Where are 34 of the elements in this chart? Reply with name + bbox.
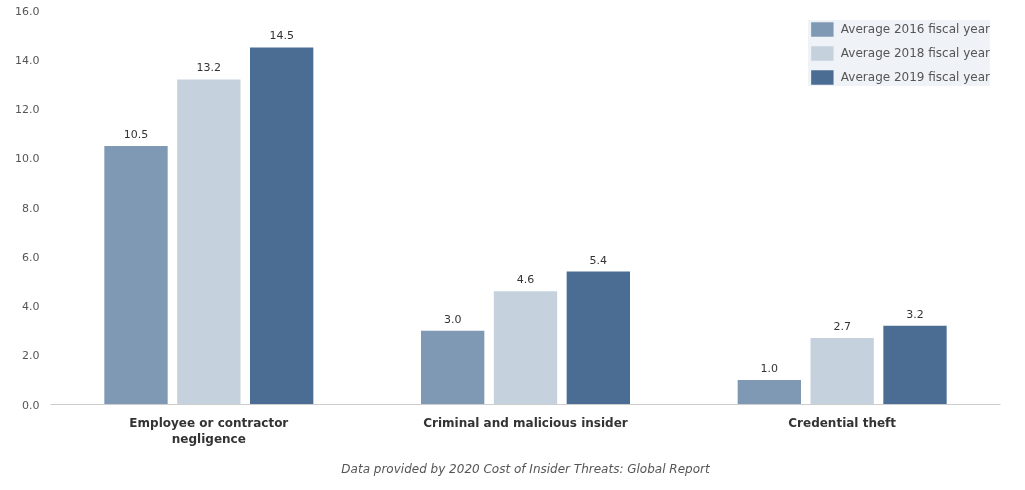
- data-label: 4.6: [516, 273, 535, 287]
- data-label: 3.0: [443, 312, 462, 326]
- x-tick-label: Credential theft: [788, 415, 897, 430]
- x-tick-label: Criminal and malicious insider: [423, 415, 628, 430]
- bar: [883, 325, 947, 405]
- data-label: 14.5: [269, 29, 294, 43]
- y-tick-label: 2.0: [22, 349, 40, 363]
- y-tick-label: 8.0: [22, 201, 40, 215]
- bar: [737, 379, 801, 405]
- y-tick-label: 16.0: [15, 4, 40, 18]
- y-tick-label: 10.0: [15, 152, 40, 166]
- data-label: 13.2: [196, 61, 222, 75]
- data-label: 2.7: [833, 320, 851, 334]
- bar: [566, 271, 630, 405]
- bar: [421, 330, 485, 405]
- data-label: 5.4: [589, 253, 608, 267]
- y-tick-label: 0.0: [22, 398, 40, 412]
- bar: [104, 145, 168, 405]
- legend-label: Average 2018 fiscal year: [840, 46, 990, 60]
- bar: [250, 47, 314, 405]
- y-tick-label: 12.0: [15, 103, 40, 116]
- y-tick-label: 4.0: [22, 300, 40, 313]
- x-tick-label: Employee or contractor negligence: [129, 415, 289, 447]
- data-label: 10.5: [123, 127, 149, 141]
- bar: [177, 79, 241, 405]
- y-tick-label: 6.0: [22, 250, 40, 264]
- legend-label: Average 2016 fiscal year: [840, 22, 990, 36]
- data-label: 1.0: [760, 361, 779, 375]
- bar: [810, 338, 874, 405]
- bar: [493, 291, 558, 405]
- text: Data provided by 2020 Cost of Insider Threats: Global Report: [341, 461, 711, 476]
- legend-label: Average 2019 fiscal year: [840, 70, 990, 84]
- y-tick-label: 14.0: [15, 53, 40, 67]
- data-label: 3.2: [906, 307, 924, 321]
